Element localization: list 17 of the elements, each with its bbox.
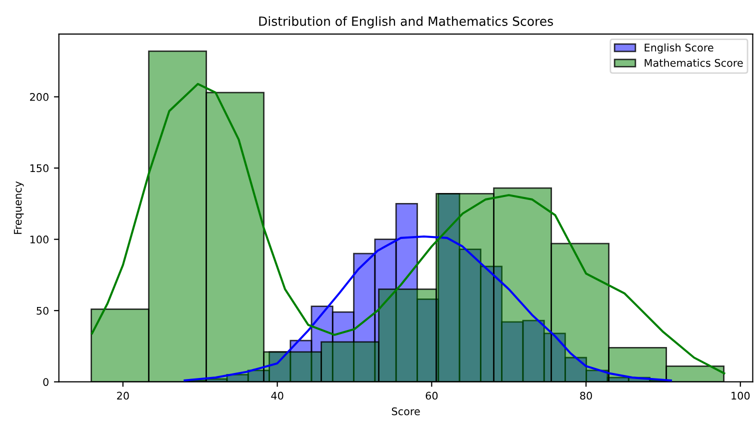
- y-axis-title: Frequency: [14, 181, 24, 234]
- y-tick-label: 200: [30, 93, 48, 101]
- y-tick-label: 150: [30, 164, 48, 172]
- x-axis-title: Score: [392, 407, 420, 416]
- y-tick-label: 100: [30, 236, 48, 244]
- legend-label: English Score: [644, 43, 714, 54]
- x-tick-label: 40: [271, 392, 284, 400]
- line-series: [91, 82, 726, 374]
- x-tick-label: 100: [732, 392, 750, 400]
- chart-title: Distribution of English and Mathematics Scores: [259, 16, 553, 28]
- y-tick-label: 0: [43, 378, 48, 386]
- line-series: [184, 235, 672, 382]
- y-tick-label: 50: [36, 306, 48, 315]
- x-tick-label: 60: [426, 392, 438, 400]
- legend-label: Mathematics Score: [644, 58, 743, 67]
- x-tick-label: 20: [117, 392, 129, 400]
- x-tick-label: 80: [580, 392, 592, 400]
